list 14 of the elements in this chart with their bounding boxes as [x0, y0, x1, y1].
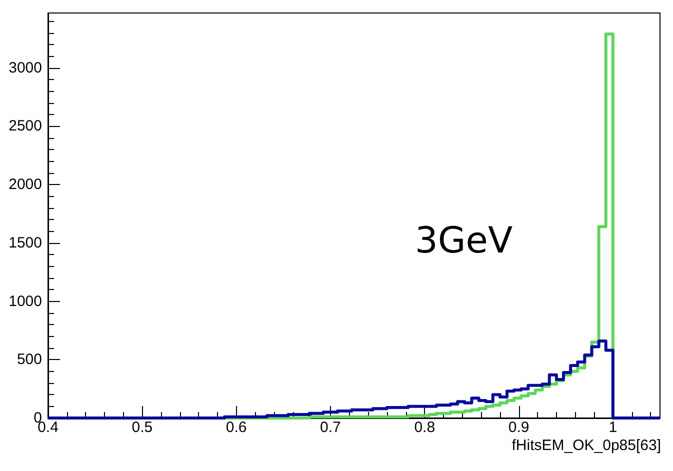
y-tick-label: 500	[16, 351, 42, 368]
x-tick-label: 0.6	[226, 419, 247, 436]
x-tick-label: 0.9	[508, 419, 530, 436]
y-tick-label: 3000	[8, 59, 42, 76]
y-tick-label: 1500	[8, 234, 42, 252]
x-axis-title: fHitsEM_OK_0p85[63]	[512, 437, 662, 454]
x-tick-label: 0.5	[132, 419, 153, 436]
y-tick-label: 2500	[8, 118, 42, 135]
y-tick-label: 2000	[8, 176, 42, 194]
y-tick-label: 1000	[8, 292, 42, 310]
annotation: 3GeV	[415, 220, 513, 262]
x-tick-label: 0.7	[320, 419, 341, 436]
x-tick-label: 0.8	[414, 419, 436, 436]
x-tick-label: 1	[608, 419, 618, 436]
